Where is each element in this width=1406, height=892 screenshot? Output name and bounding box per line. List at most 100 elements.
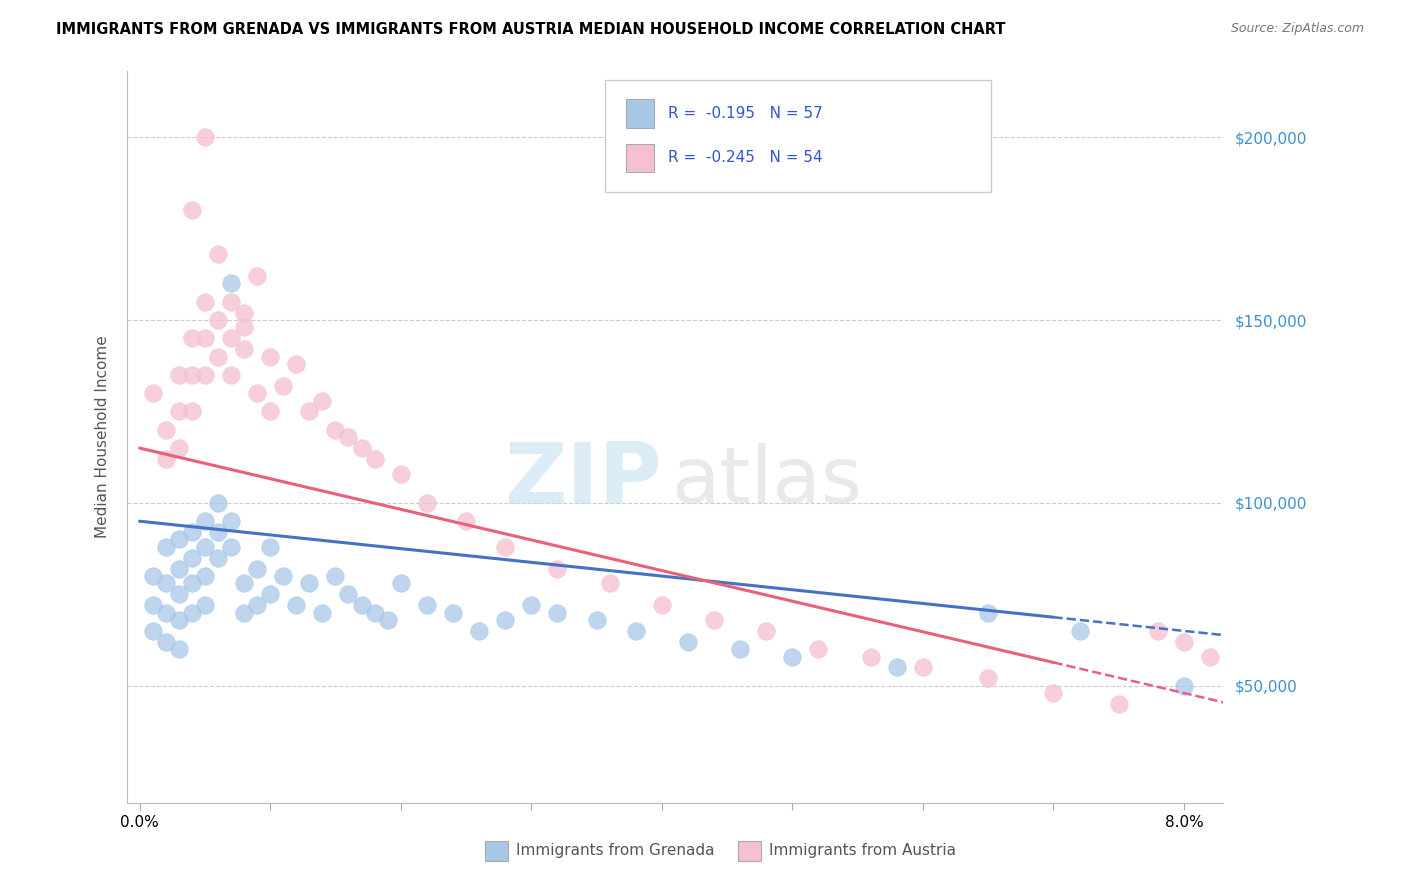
Point [246,599,269,613]
Point [219,514,242,528]
Point [454,514,477,528]
Point [194,599,217,613]
Point [1173,635,1195,649]
Point [494,540,516,554]
Point [194,294,217,309]
Point [585,613,607,627]
Point [207,496,229,510]
Point [259,350,281,364]
Point [259,587,281,601]
Y-axis label: Median Household Income: Median Household Income [94,335,110,539]
Point [233,306,256,320]
Point [142,624,165,638]
Point [219,331,242,345]
Point [233,576,256,591]
Point [271,379,294,393]
Point [167,441,190,455]
Point [298,404,321,418]
Point [389,467,412,481]
Point [807,642,830,657]
Point [180,550,202,565]
Text: R =  -0.245   N = 54: R = -0.245 N = 54 [668,151,823,165]
Point [246,562,269,576]
Point [886,660,908,674]
Point [298,576,321,591]
Point [167,562,190,576]
Text: R =  -0.195   N = 57: R = -0.195 N = 57 [668,106,823,120]
Point [155,576,177,591]
Point [167,368,190,382]
Point [180,606,202,620]
Point [180,404,202,418]
Point [271,569,294,583]
Point [219,368,242,382]
Point [219,294,242,309]
Point [494,613,516,627]
Point [546,562,568,576]
Point [207,247,229,261]
Point [728,642,751,657]
Point [142,386,165,401]
Point [219,540,242,554]
Point [651,599,673,613]
Point [233,320,256,334]
Point [155,635,177,649]
Point [142,599,165,613]
Point [207,350,229,364]
Point [180,576,202,591]
Point [546,606,568,620]
Point [167,533,190,547]
Point [285,357,308,371]
Point [180,331,202,345]
Text: IMMIGRANTS FROM GRENADA VS IMMIGRANTS FROM AUSTRIA MEDIAN HOUSEHOLD INCOME CORRE: IMMIGRANTS FROM GRENADA VS IMMIGRANTS FR… [56,22,1005,37]
Point [350,441,373,455]
Point [325,569,347,583]
Point [377,613,399,627]
Point [389,576,412,591]
Point [441,606,464,620]
Point [194,514,217,528]
Point [194,331,217,345]
Text: Immigrants from Grenada: Immigrants from Grenada [516,844,714,858]
Point [676,635,699,649]
Text: atlas: atlas [672,443,863,519]
Point [911,660,934,674]
Point [416,496,439,510]
Point [285,599,308,613]
Point [311,606,333,620]
Text: Source: ZipAtlas.com: Source: ZipAtlas.com [1230,22,1364,36]
Point [259,404,281,418]
Point [703,613,725,627]
Point [167,404,190,418]
Point [142,569,165,583]
Point [194,368,217,382]
Point [207,550,229,565]
Point [246,386,269,401]
Point [233,606,256,620]
Point [624,624,647,638]
Point [1173,679,1195,693]
Point [1042,686,1064,700]
Point [155,423,177,437]
Point [233,343,256,357]
Point [155,606,177,620]
Point [180,203,202,218]
Point [194,540,217,554]
Point [337,430,360,444]
Point [1108,697,1130,711]
Point [363,452,385,467]
Point [1199,649,1222,664]
Point [782,130,804,145]
Point [246,269,269,284]
Point [859,649,882,664]
Point [311,393,333,408]
Point [1069,624,1091,638]
Point [520,599,543,613]
Point [363,606,385,620]
Point [416,599,439,613]
Point [207,525,229,540]
Point [468,624,491,638]
Point [194,130,217,145]
Point [155,452,177,467]
Point [325,423,347,437]
